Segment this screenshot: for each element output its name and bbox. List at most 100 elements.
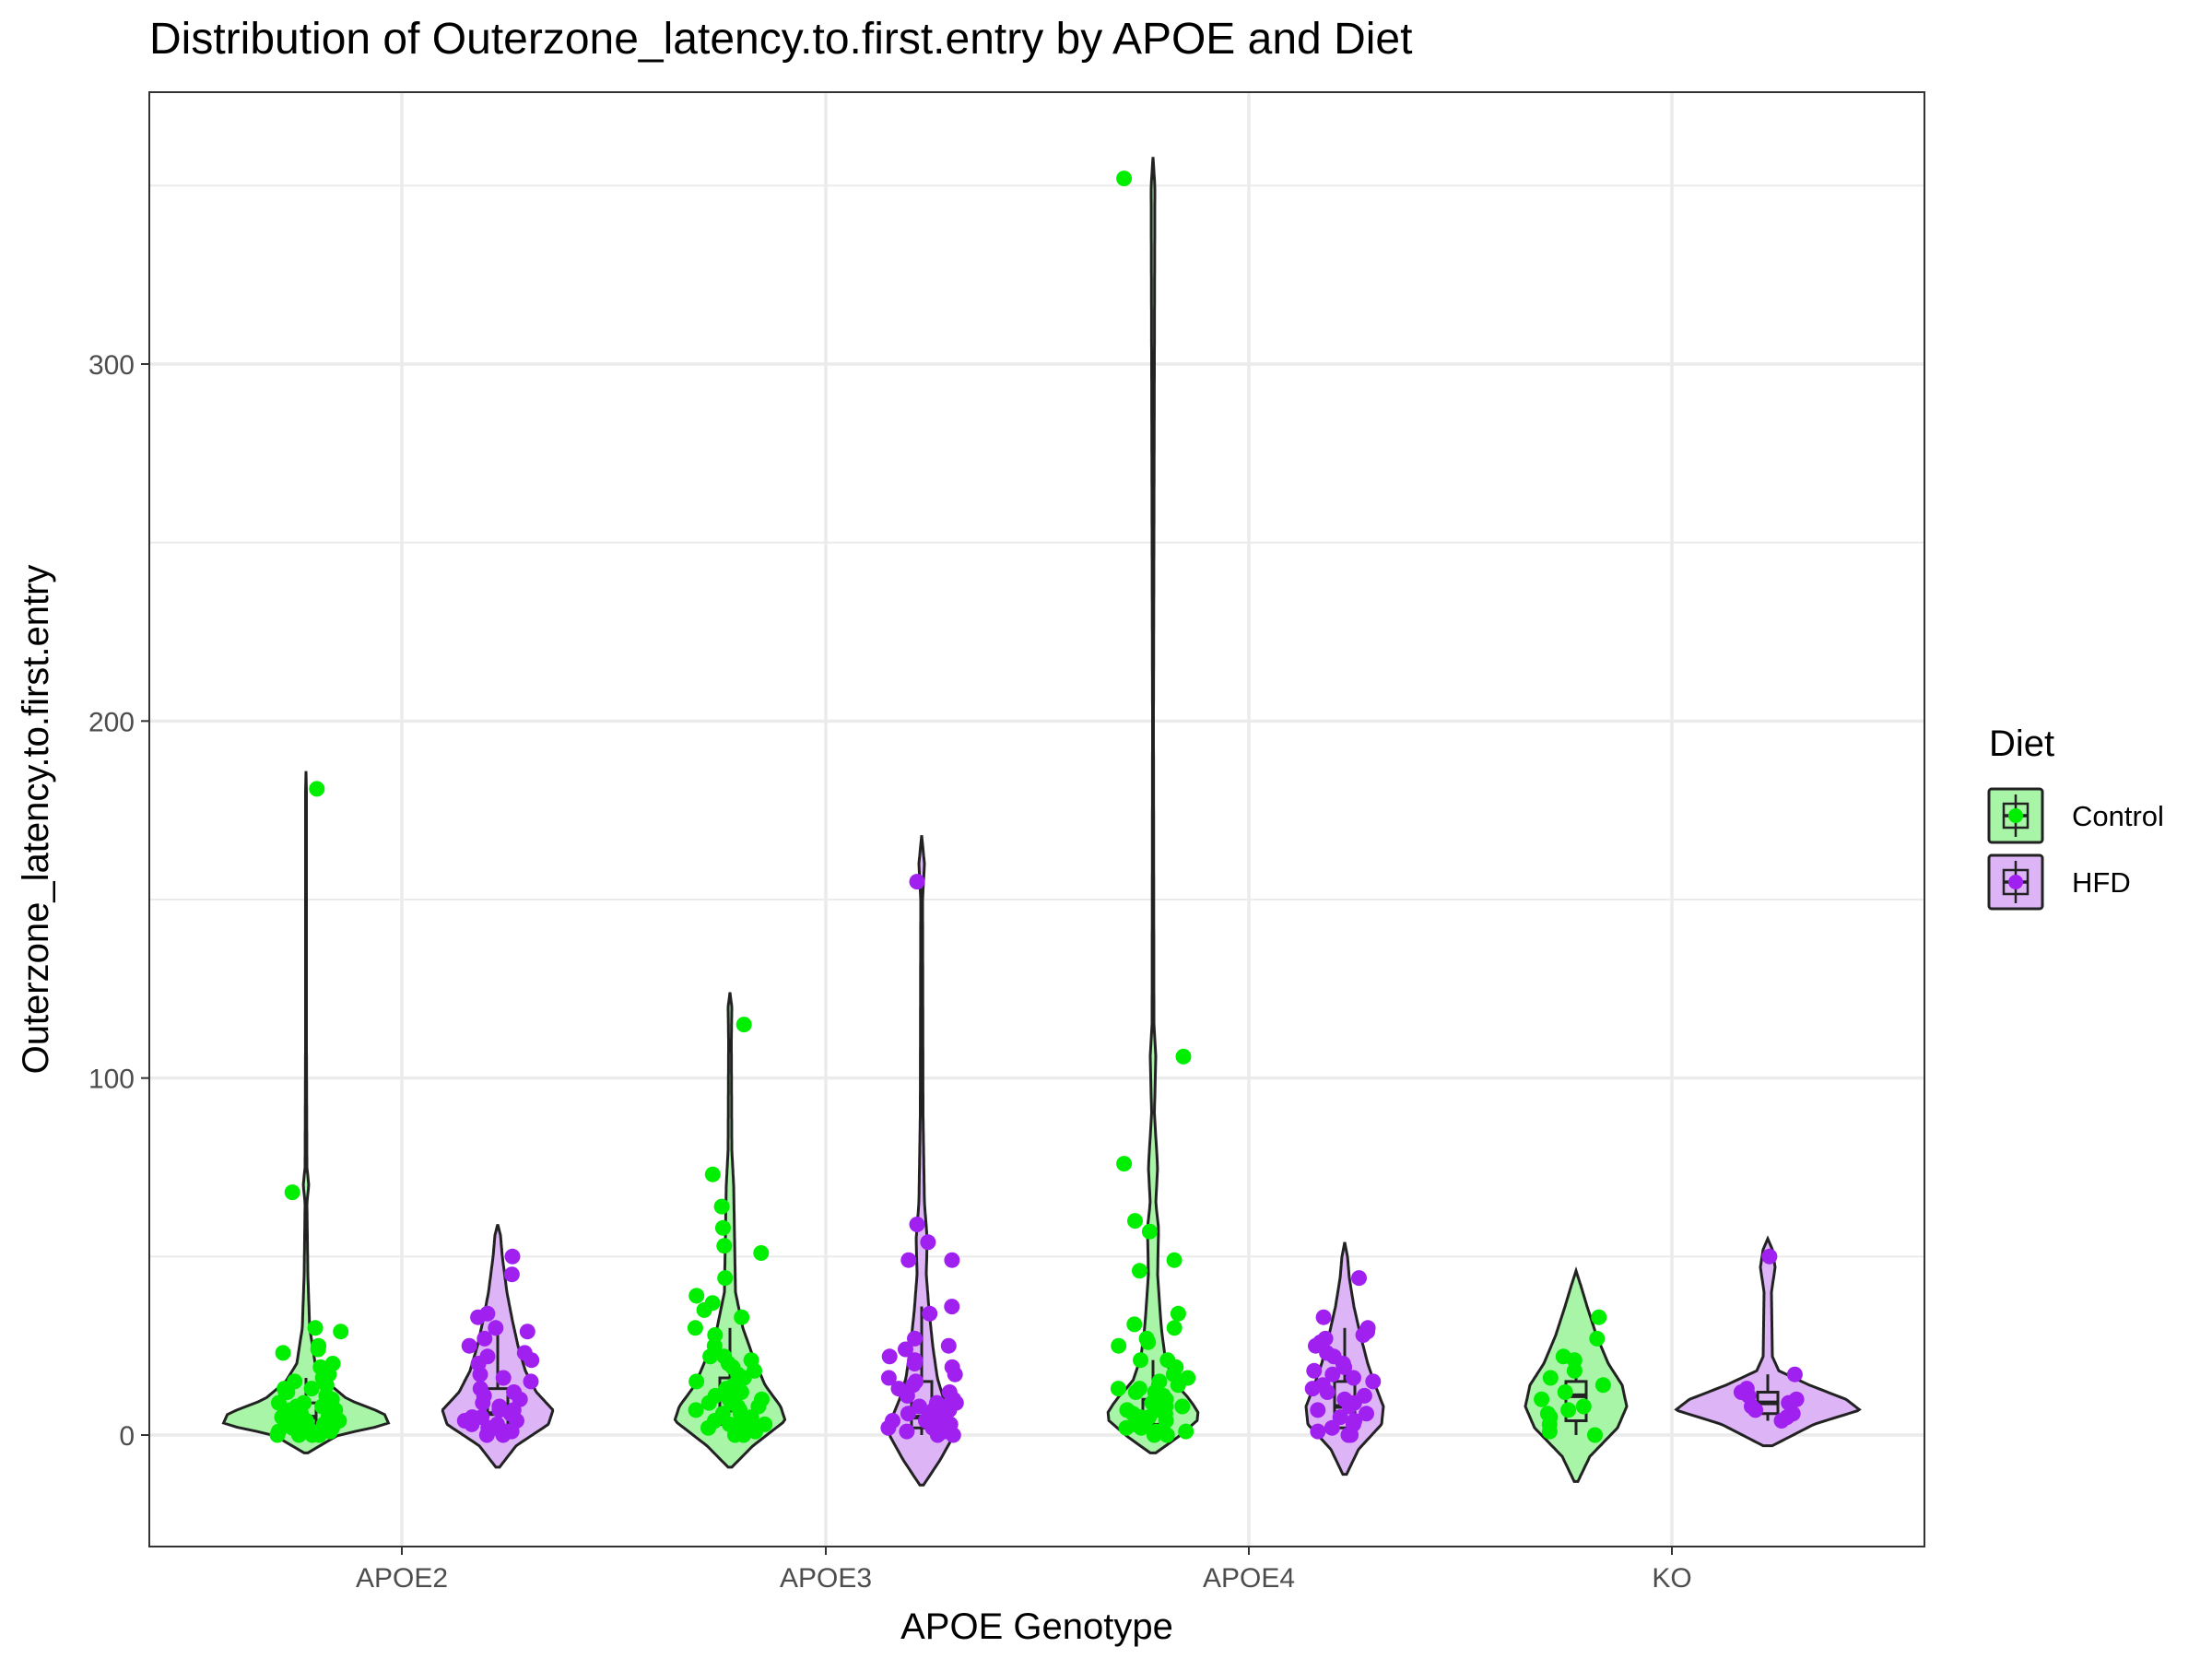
- data-point: [907, 1330, 923, 1347]
- data-point: [909, 1217, 925, 1232]
- data-point: [909, 874, 925, 890]
- data-point: [307, 1320, 324, 1336]
- data-point: [290, 1427, 307, 1443]
- data-point: [477, 1330, 493, 1347]
- data-point: [713, 1198, 730, 1215]
- violin-control-apoe2: [221, 771, 391, 1454]
- data-point: [1761, 1248, 1778, 1265]
- data-point: [747, 1423, 763, 1440]
- legend: Diet Control HFD: [1987, 724, 2164, 911]
- data-point: [947, 1366, 963, 1382]
- legend-label-hfd: HFD: [2072, 866, 2131, 899]
- data-point: [714, 1219, 731, 1236]
- data-point: [1308, 1337, 1324, 1354]
- panel-background: [149, 92, 1924, 1547]
- data-point: [523, 1373, 539, 1390]
- data-point: [1587, 1427, 1603, 1443]
- data-point: [702, 1348, 719, 1365]
- data-point: [912, 1398, 927, 1415]
- data-point: [1141, 1223, 1158, 1240]
- data-point: [478, 1427, 495, 1443]
- data-point: [1560, 1402, 1577, 1418]
- data-point: [495, 1370, 512, 1386]
- data-point: [704, 1166, 721, 1182]
- data-point: [922, 1305, 938, 1322]
- data-point: [899, 1387, 915, 1404]
- data-point: [944, 1252, 960, 1268]
- legend-key-hfd: [1987, 853, 2044, 911]
- data-point: [303, 1381, 320, 1397]
- data-point: [929, 1427, 946, 1443]
- data-point: [524, 1352, 540, 1369]
- y-tick-label: 300: [88, 350, 135, 381]
- data-point: [717, 1270, 734, 1287]
- data-point: [700, 1419, 716, 1436]
- data-point: [733, 1384, 749, 1400]
- data-point: [333, 1324, 349, 1340]
- data-point: [1127, 1384, 1144, 1400]
- data-point: [1557, 1384, 1573, 1400]
- data-point: [688, 1288, 705, 1304]
- data-point: [1178, 1423, 1194, 1440]
- data-point: [1359, 1406, 1374, 1422]
- data-point: [898, 1341, 913, 1358]
- data-point: [688, 1373, 705, 1390]
- data-point: [1315, 1309, 1332, 1325]
- data-point: [1132, 1263, 1147, 1279]
- data-point: [1355, 1327, 1371, 1343]
- data-point: [920, 1234, 936, 1251]
- data-point: [940, 1337, 957, 1354]
- data-point: [309, 781, 325, 797]
- data-point: [275, 1345, 291, 1361]
- data-point: [1351, 1270, 1367, 1287]
- data-point: [495, 1427, 512, 1443]
- data-point: [1786, 1366, 1803, 1382]
- data-point: [269, 1427, 286, 1443]
- data-point: [899, 1423, 915, 1440]
- data-point: [1110, 1381, 1126, 1397]
- data-point: [470, 1309, 487, 1325]
- data-point: [488, 1320, 504, 1336]
- data-point: [735, 1427, 752, 1443]
- data-point: [1591, 1309, 1607, 1325]
- data-point: [1332, 1409, 1348, 1426]
- legend-label-control: Control: [2072, 800, 2164, 832]
- y-axis-title: Outerzone_latency.to.first.entry: [16, 565, 56, 1075]
- grid: [149, 92, 1924, 1547]
- data-point: [1566, 1362, 1583, 1379]
- violin-control-apoe4: [1106, 157, 1200, 1454]
- data-point: [1116, 1156, 1133, 1172]
- data-point: [1534, 1391, 1550, 1407]
- data-point: [1365, 1373, 1382, 1390]
- data-point: [1111, 1337, 1127, 1354]
- data-point: [1336, 1359, 1353, 1375]
- data-point: [700, 1394, 717, 1411]
- data-point: [1118, 1419, 1135, 1436]
- data-point: [1575, 1398, 1592, 1415]
- data-point: [881, 1348, 898, 1365]
- data-point: [1146, 1427, 1162, 1443]
- data-point: [753, 1245, 770, 1261]
- data-point: [1116, 171, 1133, 187]
- series-control: [221, 157, 1629, 1483]
- y-tick-label: 100: [88, 1065, 135, 1095]
- chart-title: Distribution of Outerzone_latency.to.fir…: [149, 15, 1412, 64]
- data-point: [900, 1252, 917, 1268]
- y-tick-label: 200: [88, 707, 135, 737]
- data-point: [475, 1394, 491, 1411]
- panel-border: [148, 91, 1925, 1547]
- plot-marks: [221, 157, 1862, 1487]
- data-point: [472, 1366, 488, 1382]
- data-point: [1127, 1213, 1143, 1230]
- data-point: [716, 1238, 733, 1254]
- data-point: [735, 1017, 752, 1033]
- data-point: [1310, 1402, 1326, 1418]
- data-point: [1324, 1366, 1341, 1382]
- data-point: [1542, 1370, 1559, 1386]
- data-point: [906, 1356, 923, 1371]
- data-point: [1346, 1370, 1361, 1386]
- data-point: [696, 1301, 712, 1318]
- legend-title: Diet: [1989, 724, 2054, 764]
- data-point: [734, 1309, 750, 1325]
- data-point: [1175, 1048, 1192, 1065]
